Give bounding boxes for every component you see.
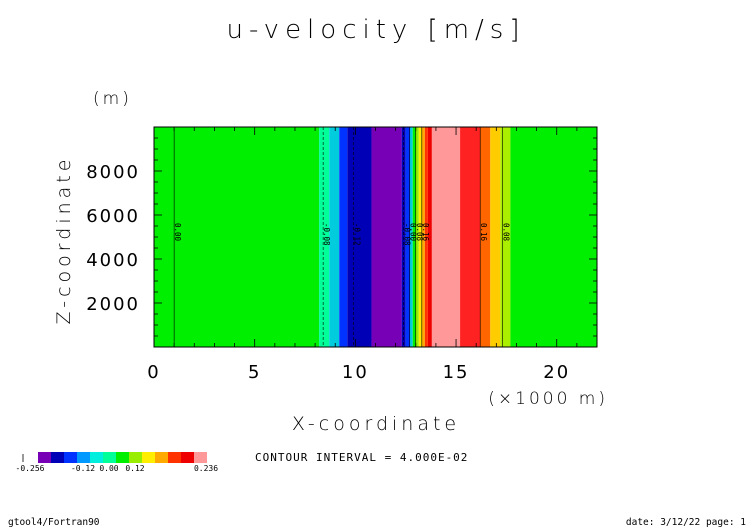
band-15 <box>431 127 461 347</box>
x-tick-label-0: 0 <box>147 362 160 383</box>
colorbar-cell-1 <box>51 452 64 463</box>
band-11 <box>418 127 422 347</box>
y-tick-label-3: 8000 <box>86 162 140 183</box>
x-axis-label: X-coordinate <box>292 413 460 435</box>
contour-label-3: -0.08 <box>403 223 412 246</box>
colorbar-cell-9 <box>155 452 168 463</box>
band-20 <box>510 127 597 347</box>
x-tick-label-1: 5 <box>248 362 261 383</box>
contour-label-7: 0.16 <box>479 223 488 242</box>
y-unit-label: (m) <box>93 89 132 109</box>
colorbar-cell-4 <box>90 452 103 463</box>
band-16 <box>460 127 481 347</box>
colorbar-label-1: -0.12 <box>71 464 95 473</box>
band-5 <box>371 127 402 347</box>
contour-label-4: 0.00 <box>409 223 418 242</box>
contour-label-5: 0.08 <box>415 223 424 242</box>
colorbar-label-4: 0.236 <box>194 464 218 473</box>
footer-right: date: 3/12/22 page: 1 <box>626 517 746 528</box>
colorbar-cell-0 <box>38 452 51 463</box>
band-14 <box>427 127 432 347</box>
contour-label-0: 0.00 <box>173 223 182 242</box>
y-tick-label-0: 2000 <box>86 294 140 315</box>
colorbar: -0.256 -0.12 0.00 0.12 0.236 <box>16 452 218 473</box>
x-tick-label-2: 10 <box>342 362 369 383</box>
band-10 <box>415 127 419 347</box>
band-8 <box>409 127 413 347</box>
contour-label-1: -0.08 <box>322 223 331 246</box>
x-tick-label-3: 15 <box>443 362 470 383</box>
colorbar-cell-12 <box>194 452 207 463</box>
colorbar-cell-6 <box>116 452 129 463</box>
colorbar-cell-11 <box>181 452 194 463</box>
colorbar-label-3: 0.12 <box>125 464 144 473</box>
contour-label-2: -0.12 <box>352 223 361 246</box>
colorbar-cell-5 <box>103 452 116 463</box>
band-9 <box>412 127 416 347</box>
band-7 <box>405 127 410 347</box>
y-axis-label: Z-coordinate <box>53 156 75 325</box>
colorbar-cell-2 <box>64 452 77 463</box>
axis-ticks: 0 5 10 15 20 2000 4000 6000 8000 <box>86 127 598 383</box>
colorbar-cell-8 <box>142 452 155 463</box>
colorbar-cell-3 <box>77 452 90 463</box>
band-12 <box>421 127 425 347</box>
contour-lines: 0.00 -0.08 -0.12 -0.080.000.080.16 0.16 0.08 <box>173 127 510 347</box>
chart-title: u-velocity [m/s] <box>227 15 526 45</box>
colorbar-label-2: 0.00 <box>99 464 118 473</box>
colorbar-cell-7 <box>129 452 142 463</box>
x-unit-label: (×1000 m) <box>488 389 608 409</box>
colorbar-label-0: -0.256 <box>16 464 45 473</box>
y-tick-label-1: 4000 <box>86 250 140 271</box>
band-19 <box>500 127 511 347</box>
band-18 <box>490 127 501 347</box>
contour-label-6: 0.16 <box>421 223 430 242</box>
band-3 <box>339 127 348 347</box>
band-17 <box>480 127 491 347</box>
heatmap-bands <box>154 127 597 347</box>
band-4 <box>347 127 372 347</box>
footer-left: gtool4/Fortran90 <box>8 517 100 528</box>
band-13 <box>424 127 428 347</box>
contour-label-8: 0.08 <box>501 223 510 242</box>
band-0 <box>154 127 320 347</box>
band-1 <box>319 127 330 347</box>
y-tick-label-2: 6000 <box>86 206 140 227</box>
colorbar-cell-10 <box>168 452 181 463</box>
x-tick-label-4: 20 <box>543 362 570 383</box>
band-2 <box>329 127 340 347</box>
contour-interval-text: CONTOUR INTERVAL = 4.000E-02 <box>255 451 468 464</box>
